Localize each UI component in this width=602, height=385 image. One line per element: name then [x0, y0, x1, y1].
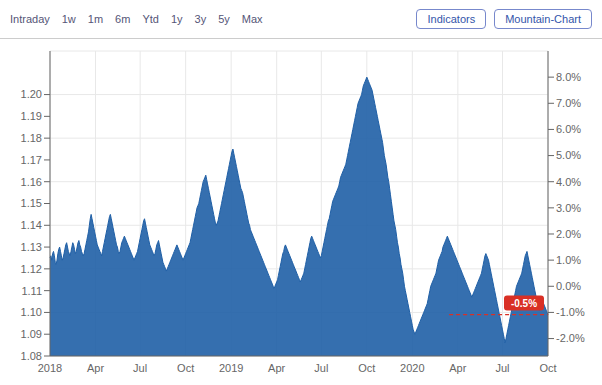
svg-text:6.0%: 6.0% — [556, 123, 581, 135]
svg-text:1.16: 1.16 — [21, 176, 42, 188]
html-text:1m: 1m — [87, 13, 104, 25]
svg-text:1.10: 1.10 — [21, 306, 42, 318]
html-text:Intraday: Intraday — [10, 13, 50, 25]
svg-text:Jul: Jul — [133, 362, 147, 374]
svg-text:-0.5%: -0.5% — [511, 298, 537, 309]
svg-text:1.0%: 1.0% — [556, 254, 581, 266]
svg-text:8.0%: 8.0% — [556, 71, 581, 83]
svg-text:7.0%: 7.0% — [556, 97, 581, 109]
svg-text:5.0%: 5.0% — [556, 149, 581, 161]
html-text:Ytd: Ytd — [142, 13, 159, 25]
svg-text:Apr: Apr — [268, 362, 285, 374]
svg-text:1.18: 1.18 — [21, 132, 42, 144]
html-text:1w: 1w — [61, 13, 76, 25]
svg-text:1.12: 1.12 — [21, 263, 42, 275]
svg-text:1.13: 1.13 — [21, 241, 42, 253]
svg-text:4.0%: 4.0% — [556, 176, 581, 188]
svg-text:2.0%: 2.0% — [556, 228, 581, 240]
html-text:Mountain-Chart: Mountain-Chart — [505, 13, 581, 25]
svg-text:1.19: 1.19 — [21, 110, 42, 122]
svg-text:1.09: 1.09 — [21, 328, 42, 340]
svg-text:Oct: Oct — [177, 362, 194, 374]
svg-text:1.11: 1.11 — [21, 285, 42, 297]
svg-text:Jul: Jul — [314, 362, 328, 374]
svg-text:Apr: Apr — [87, 362, 104, 374]
svg-text:2019: 2019 — [219, 362, 243, 374]
svg-text:-1.0%: -1.0% — [556, 306, 585, 318]
svg-text:Jul: Jul — [495, 362, 509, 374]
svg-text:2020: 2020 — [400, 362, 424, 374]
svg-text:1.08: 1.08 — [21, 350, 42, 362]
svg-text:0.0%: 0.0% — [556, 280, 581, 292]
svg-text:2018: 2018 — [38, 362, 62, 374]
html-text:Indicators: Indicators — [427, 13, 476, 25]
svg-text:1.20: 1.20 — [21, 88, 42, 100]
svg-text:1.17: 1.17 — [21, 154, 42, 166]
svg-text:Oct: Oct — [358, 362, 375, 374]
html-text:Max: Max — [241, 13, 263, 25]
svg-text:3.0%: 3.0% — [556, 202, 581, 214]
svg-text:1.15: 1.15 — [21, 197, 42, 209]
html-text:1y: 1y — [170, 13, 183, 25]
svg-text:Oct: Oct — [539, 362, 556, 374]
html-text:5y: 5y — [218, 13, 230, 25]
html-text:3y: 3y — [194, 13, 207, 25]
html-text:6m: 6m — [115, 13, 131, 25]
svg-text:Apr: Apr — [449, 362, 466, 374]
svg-text:-2.0%: -2.0% — [556, 332, 585, 344]
svg-text:1.14: 1.14 — [21, 219, 42, 231]
